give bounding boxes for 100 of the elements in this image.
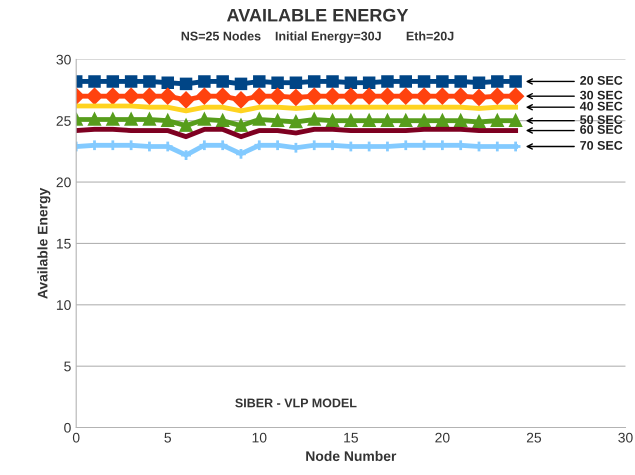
point xyxy=(381,114,394,127)
text: 20 SEC xyxy=(580,76,622,85)
point xyxy=(198,113,211,126)
point xyxy=(418,114,430,127)
point xyxy=(362,76,376,89)
point xyxy=(271,76,284,89)
point xyxy=(342,88,360,104)
y-tick-label: 0 xyxy=(64,422,71,433)
point xyxy=(88,113,101,126)
point xyxy=(232,92,250,108)
point xyxy=(143,75,156,88)
text: 30 SEC xyxy=(580,90,622,100)
point xyxy=(491,114,504,127)
point xyxy=(104,88,122,104)
point xyxy=(216,75,229,88)
point xyxy=(159,88,176,104)
point xyxy=(141,88,158,104)
point xyxy=(344,114,358,127)
point xyxy=(436,114,449,127)
point xyxy=(454,114,467,127)
point xyxy=(86,88,103,104)
point xyxy=(326,75,339,88)
point xyxy=(452,88,469,104)
point xyxy=(122,88,140,104)
point xyxy=(470,89,488,106)
point xyxy=(214,88,231,104)
x-axis-title: Node Number xyxy=(306,450,396,462)
point xyxy=(326,114,339,127)
point xyxy=(290,116,302,128)
point xyxy=(161,76,174,89)
point xyxy=(324,88,341,104)
point xyxy=(416,88,432,104)
point xyxy=(344,76,358,89)
point xyxy=(253,75,266,88)
y-tick-label: 5 xyxy=(64,362,71,372)
point xyxy=(143,113,156,126)
point xyxy=(290,76,302,89)
point xyxy=(124,113,138,126)
point xyxy=(381,75,394,88)
point xyxy=(308,113,320,126)
point xyxy=(362,114,376,127)
point xyxy=(306,88,322,104)
point xyxy=(360,88,378,104)
text: 50 SEC xyxy=(580,115,622,124)
text: 60 SEC xyxy=(580,125,622,134)
point xyxy=(161,114,174,127)
x-tick-label: 30 xyxy=(618,432,633,443)
point xyxy=(509,75,522,88)
point xyxy=(434,88,451,104)
point xyxy=(234,78,248,90)
text: 40 SEC xyxy=(580,102,622,111)
point xyxy=(400,75,412,88)
point xyxy=(472,116,486,128)
y-tick-label: 30 xyxy=(56,54,71,65)
point xyxy=(180,78,192,90)
point xyxy=(234,119,248,132)
x-tick-label: 25 xyxy=(526,432,542,443)
point xyxy=(271,114,284,127)
point xyxy=(491,75,504,88)
point xyxy=(180,119,192,132)
point xyxy=(436,75,449,88)
y-axis-title: Available Energy xyxy=(37,188,50,299)
point xyxy=(253,113,266,126)
point xyxy=(400,114,412,127)
point xyxy=(106,75,120,88)
point xyxy=(198,75,211,88)
chart-subtitle: NS=25 Nodes Initial Energy=30J Eth=20J xyxy=(182,31,454,44)
point xyxy=(216,114,229,127)
point xyxy=(180,148,192,162)
y-tick-label: 20 xyxy=(56,177,71,188)
x-tick-label: 0 xyxy=(72,432,80,443)
y-tick-label: 15 xyxy=(56,238,71,249)
point xyxy=(398,88,414,104)
point xyxy=(178,92,194,108)
point xyxy=(509,114,522,127)
point xyxy=(124,75,138,88)
point xyxy=(288,89,304,106)
y-tick-label: 10 xyxy=(56,300,71,310)
point xyxy=(379,88,396,104)
x-tick-label: 15 xyxy=(344,432,358,443)
point xyxy=(88,75,101,88)
annotation: SIBER - VLP MODEL xyxy=(235,398,357,408)
point xyxy=(196,88,213,104)
point xyxy=(472,76,486,89)
point xyxy=(308,75,320,88)
point xyxy=(106,113,120,126)
point xyxy=(251,88,268,104)
x-tick-label: 20 xyxy=(435,432,450,443)
point xyxy=(269,88,286,104)
x-tick-label: 10 xyxy=(252,432,266,443)
point xyxy=(507,88,524,104)
point xyxy=(234,148,248,160)
line-series xyxy=(76,126,518,140)
text: 70 SEC xyxy=(580,141,622,150)
point xyxy=(454,75,467,88)
x-tick-label: 5 xyxy=(164,432,172,443)
point xyxy=(489,88,506,104)
y-tick-label: 25 xyxy=(56,116,71,126)
point xyxy=(418,75,430,88)
chart-title: AVAILABLE ENERGY xyxy=(226,8,408,22)
